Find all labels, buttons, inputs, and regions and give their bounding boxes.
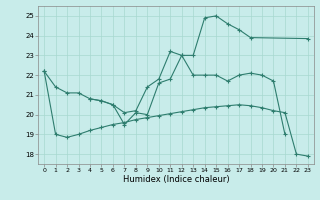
X-axis label: Humidex (Indice chaleur): Humidex (Indice chaleur) bbox=[123, 175, 229, 184]
